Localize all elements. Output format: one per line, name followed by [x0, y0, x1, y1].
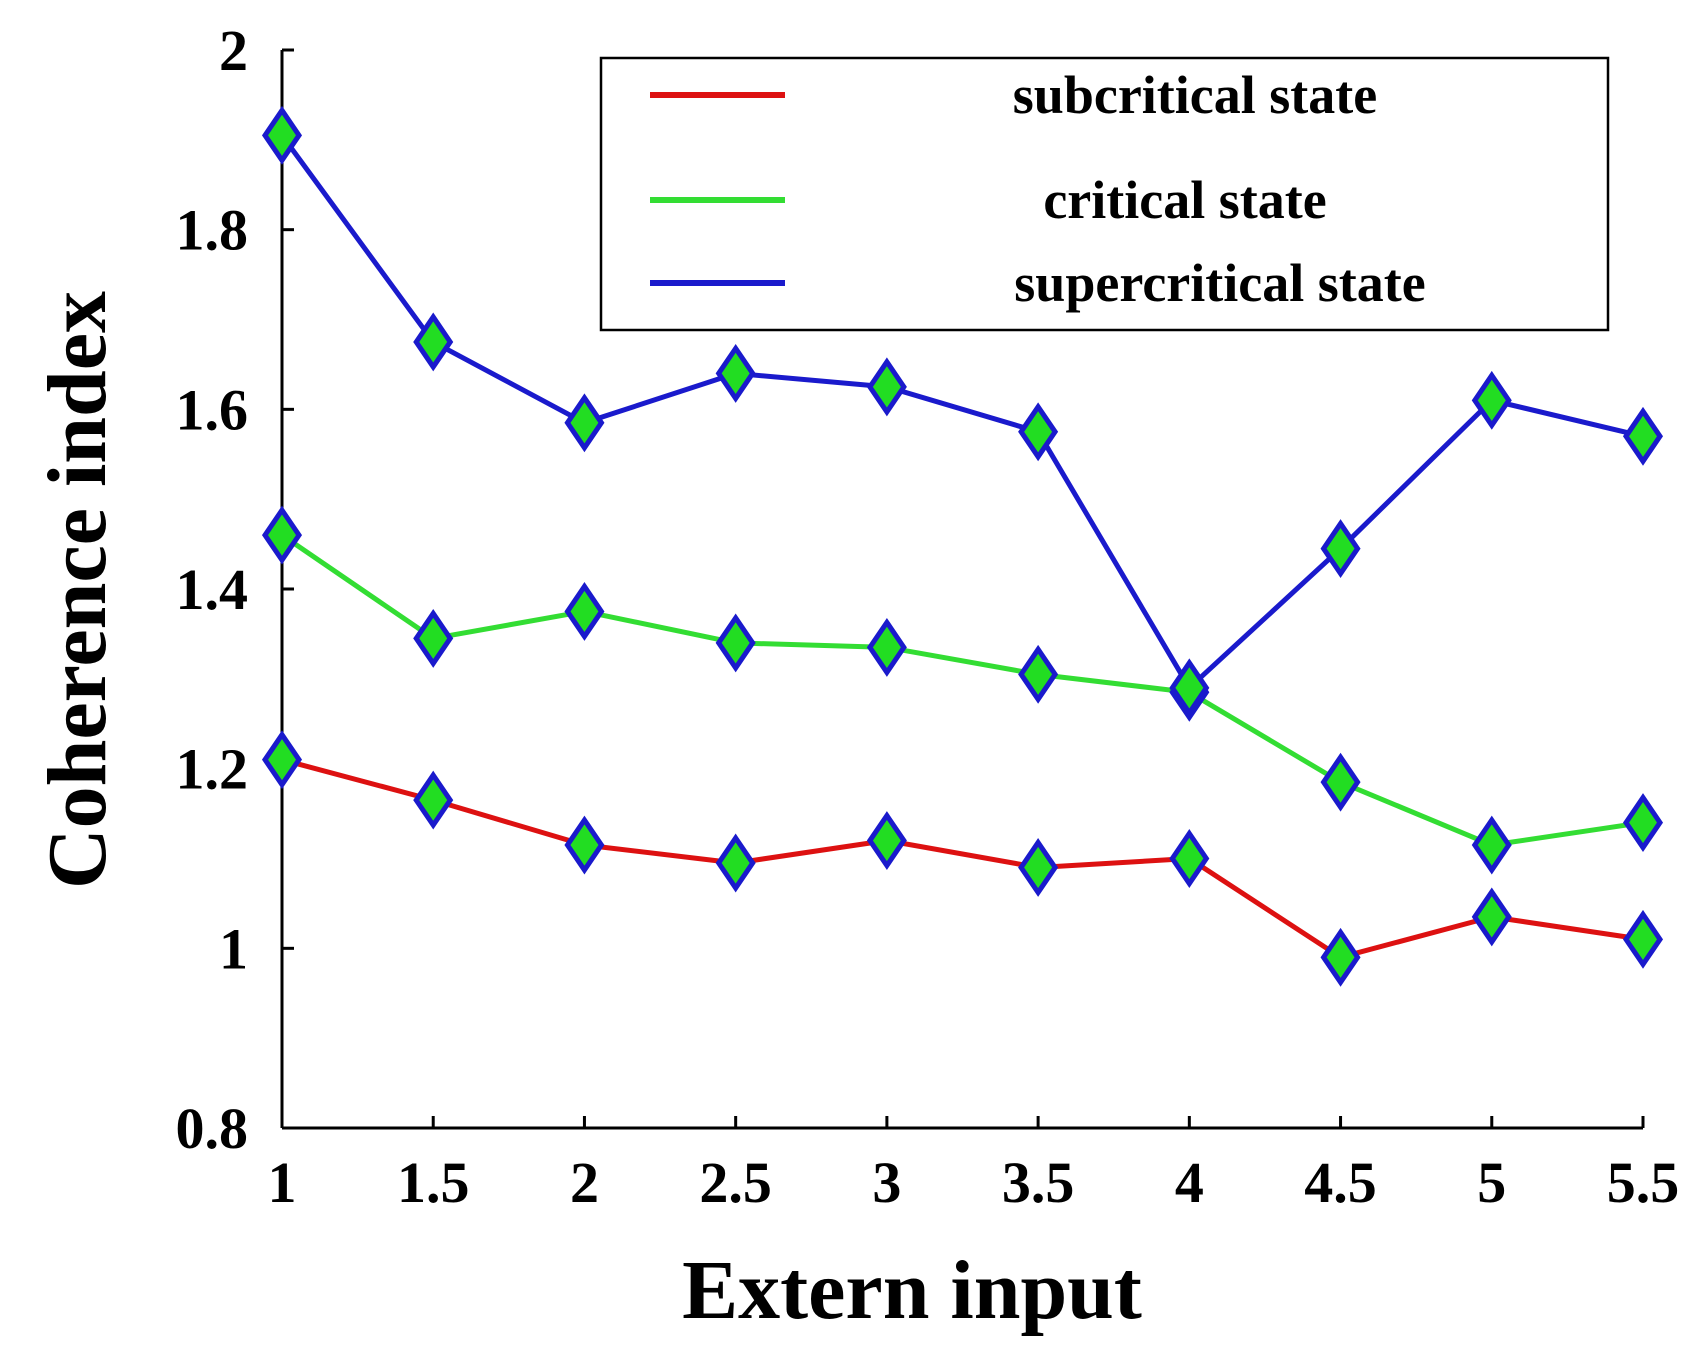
- series-line-supercritical-state: [279, 133, 1644, 691]
- y-tick-label: 1.8: [176, 198, 249, 263]
- y-ticks: 0.8 1 1.2 1.4 1.6 1.8 2: [176, 18, 294, 1161]
- y-axis-title: Coherence index: [31, 291, 124, 889]
- data-point: [413, 608, 454, 668]
- y-tick-label: 1.2: [176, 737, 249, 802]
- y-tick-label: 0.8: [176, 1096, 249, 1161]
- legend-label: subcritical state: [1013, 65, 1377, 125]
- data-point: [866, 617, 907, 677]
- data-point: [1320, 927, 1361, 987]
- x-tick-label: 3: [872, 1150, 901, 1215]
- data-point: [866, 811, 907, 870]
- y-tick-label: 1.6: [176, 377, 249, 442]
- x-ticks: 1 1.5 2 2.5 3 3.5 4 4.5 5 5.5: [268, 1116, 1680, 1215]
- data-point: [1471, 370, 1512, 430]
- x-tick-label: 4.5: [1304, 1150, 1377, 1215]
- data-point: [1320, 752, 1361, 812]
- data-point: [261, 105, 303, 165]
- data-point: [1622, 909, 1664, 969]
- x-tick-label: 2: [570, 1150, 599, 1215]
- legend-label: supercritical state: [1014, 253, 1425, 313]
- x-tick-label: 5: [1477, 1150, 1506, 1215]
- y-tick-label: 2: [219, 18, 248, 83]
- data-point: [715, 613, 756, 673]
- x-tick-label: 4: [1175, 1150, 1204, 1215]
- data-point: [1471, 815, 1512, 875]
- legend: subcritical state critical state supercrit…: [599, 56, 1610, 332]
- x-axis-title: Extern input: [682, 1244, 1142, 1337]
- data-point: [1018, 644, 1059, 704]
- legend-label: critical state: [1043, 170, 1326, 230]
- data-point: [1320, 519, 1361, 579]
- series-markers: [261, 105, 1664, 987]
- data-point: [715, 833, 756, 893]
- series-line-subcritical-state: [281, 757, 1644, 960]
- data-point: [564, 815, 605, 875]
- x-tick-label: 5.5: [1607, 1150, 1680, 1215]
- x-tick-label: 3.5: [1002, 1150, 1075, 1215]
- data-point: [1622, 406, 1664, 466]
- data-point: [1018, 402, 1059, 462]
- series-line-critical-state: [280, 533, 1644, 848]
- y-tick-label: 1.4: [176, 557, 249, 622]
- data-point: [413, 770, 454, 830]
- data-point: [1018, 838, 1059, 897]
- data-point: [564, 582, 605, 641]
- data-point: [261, 730, 303, 790]
- data-point: [1169, 658, 1210, 718]
- x-tick-label: 2.5: [699, 1150, 772, 1215]
- data-point: [564, 393, 605, 453]
- data-point: [1622, 793, 1664, 853]
- data-point: [866, 357, 907, 417]
- data-point: [261, 505, 303, 565]
- data-point: [715, 343, 756, 403]
- x-tick-label: 1: [268, 1150, 297, 1215]
- data-point: [1169, 829, 1210, 888]
- y-tick-label: 1: [219, 916, 248, 981]
- data-point: [1471, 887, 1512, 947]
- data-point: [413, 312, 454, 372]
- series-lines: [279, 133, 1644, 960]
- x-tick-label: 1.5: [397, 1150, 470, 1215]
